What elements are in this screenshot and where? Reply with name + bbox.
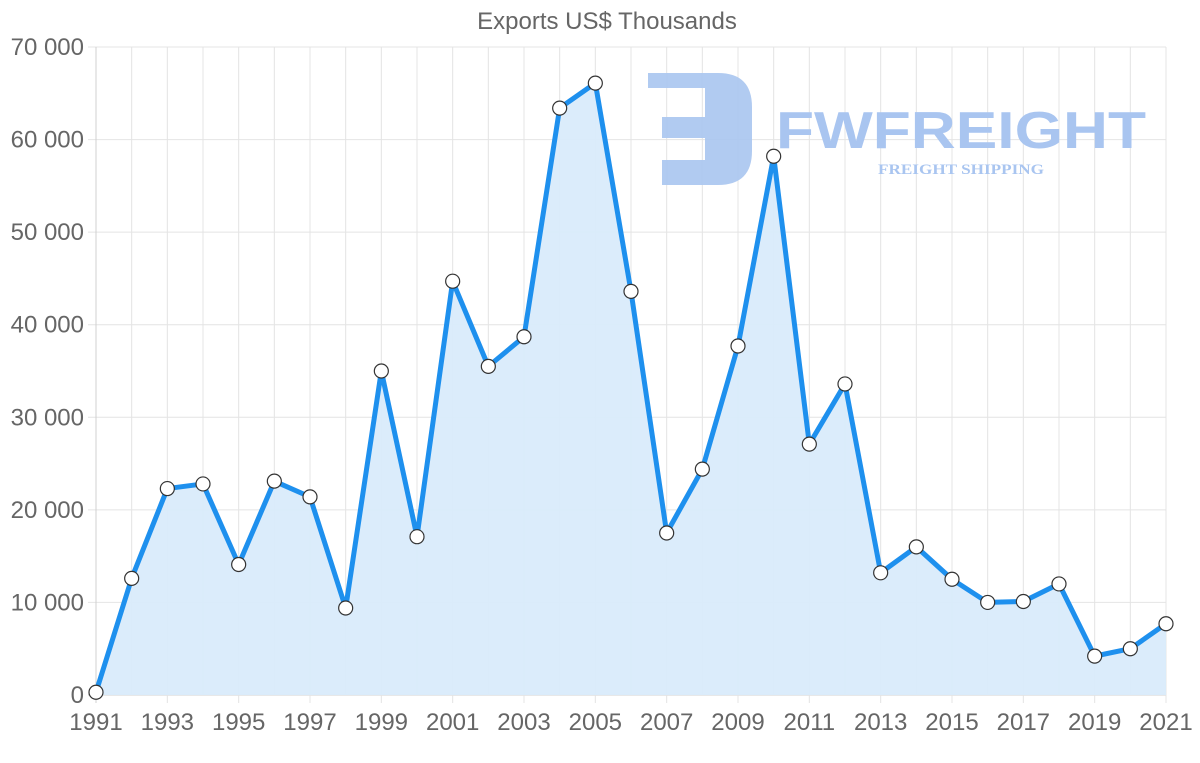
y-tick-label: 60 000 xyxy=(11,127,84,154)
x-tick-label: 2017 xyxy=(997,709,1050,736)
y-tick-label: 70 000 xyxy=(11,34,84,61)
data-point[interactable] xyxy=(480,358,496,374)
data-point[interactable] xyxy=(873,565,889,581)
chart-title: Exports US$ Thousands xyxy=(477,8,737,35)
x-tick-label: 1991 xyxy=(69,709,122,736)
x-tick-label: 2019 xyxy=(1068,709,1121,736)
watermark-logo: FWFREIGHT FREIGHT SHIPPING xyxy=(648,73,1146,185)
data-point[interactable] xyxy=(944,571,960,587)
x-tick-label: 1999 xyxy=(355,709,408,736)
data-point[interactable] xyxy=(908,539,924,555)
data-point[interactable] xyxy=(694,461,710,477)
data-points xyxy=(88,75,1174,700)
data-point[interactable] xyxy=(231,556,247,573)
data-point[interactable] xyxy=(1087,648,1103,664)
x-tick-label: 1995 xyxy=(212,709,265,736)
x-tick-label: 2005 xyxy=(569,709,622,736)
y-tick-label: 20 000 xyxy=(11,497,84,524)
data-point[interactable] xyxy=(1158,616,1174,632)
data-point[interactable] xyxy=(516,329,532,345)
data-point[interactable] xyxy=(124,570,140,586)
y-axis: 0 10 000 20 000 30 000 40 000 50 000 60 000 70 … xyxy=(11,34,84,709)
y-tick-label: 50 000 xyxy=(11,219,84,246)
data-point[interactable] xyxy=(373,363,389,379)
data-point[interactable] xyxy=(623,283,639,299)
y-tick-label: 30 000 xyxy=(11,404,84,431)
x-tick-label: 2021 xyxy=(1139,709,1192,736)
y-tick-label: 40 000 xyxy=(11,312,84,339)
data-point[interactable] xyxy=(159,480,175,497)
data-point[interactable] xyxy=(409,529,425,545)
area-fill xyxy=(96,83,1166,696)
data-point[interactable] xyxy=(88,684,104,700)
x-axis: 1991 1993 1995 1997 1999 2001 2003 2005 2007 2009… xyxy=(69,709,1192,736)
series-area xyxy=(96,83,1166,696)
data-point[interactable] xyxy=(302,489,318,505)
data-point[interactable] xyxy=(266,473,282,489)
data-point[interactable] xyxy=(766,148,782,164)
x-tick-label: 1993 xyxy=(141,709,194,736)
x-tick-label: 2003 xyxy=(497,709,550,736)
watermark-tagline: FREIGHT SHIPPING xyxy=(878,162,1044,178)
data-point[interactable] xyxy=(980,594,996,611)
x-tick-label: 1997 xyxy=(283,709,336,736)
data-point[interactable] xyxy=(730,338,746,354)
y-tick-label: 0 xyxy=(71,682,84,709)
data-point[interactable] xyxy=(1015,593,1031,610)
x-tick-label: 2013 xyxy=(854,709,907,736)
data-point[interactable] xyxy=(1122,641,1138,657)
data-point[interactable] xyxy=(552,100,568,116)
data-point[interactable] xyxy=(801,436,817,452)
watermark-brand: FWFREIGHT xyxy=(776,102,1146,160)
data-point[interactable] xyxy=(659,525,675,541)
x-tick-label: 2015 xyxy=(925,709,978,736)
x-tick-label: 2007 xyxy=(640,709,693,736)
data-point[interactable] xyxy=(587,75,603,91)
data-point[interactable] xyxy=(195,476,211,492)
data-point[interactable] xyxy=(837,376,853,392)
data-point[interactable] xyxy=(338,600,354,616)
y-tick-label: 10 000 xyxy=(11,589,84,616)
data-point[interactable] xyxy=(445,273,461,289)
data-point[interactable] xyxy=(1051,576,1067,592)
fwfreight-logo-icon xyxy=(648,73,752,185)
x-tick-label: 2001 xyxy=(426,709,479,736)
x-tick-label: 2009 xyxy=(711,709,764,736)
x-tick-label: 2011 xyxy=(784,709,836,736)
